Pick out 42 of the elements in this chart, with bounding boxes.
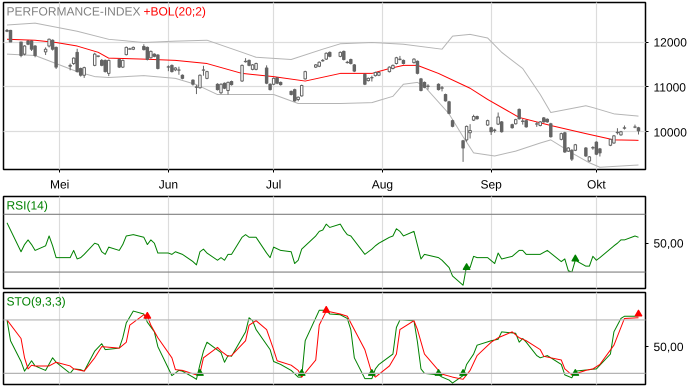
- line-series: [6, 38, 639, 141]
- candlestick: [92, 52, 96, 67]
- candlestick: [594, 140, 598, 156]
- candlestick: [19, 41, 23, 58]
- point: [143, 312, 152, 319]
- candlestick: [240, 64, 244, 82]
- x-tick-label: Mei: [50, 178, 70, 192]
- candlestick: [75, 48, 79, 74]
- candlestick: [419, 77, 423, 92]
- candlestick: [342, 50, 346, 61]
- candlestick: [549, 122, 553, 138]
- candlestick: [118, 58, 121, 69]
- candlestick: [292, 88, 296, 102]
- x-tick-label: Okt: [587, 178, 606, 192]
- candlestick: [22, 44, 26, 56]
- candlestick: [107, 59, 110, 77]
- y-tick-label: 11000: [654, 80, 686, 94]
- chart-title: STO(9,3,3): [6, 294, 66, 308]
- x-tick-label: Aug: [372, 178, 394, 192]
- candlestick: [416, 60, 420, 75]
- candlestick: [363, 72, 367, 86]
- chart-title: RSI(14): [6, 198, 48, 212]
- candlestick: [82, 66, 86, 78]
- candlestick: [146, 46, 150, 61]
- text: 50,00: [654, 340, 684, 354]
- line-series: [6, 22, 639, 117]
- candlestick: [468, 124, 472, 140]
- chart-title: PERFORMANCE-INDEX: [6, 4, 141, 18]
- y-tick-label: 12000: [654, 36, 688, 50]
- chart-subtitle: +BOL(20;2): [144, 4, 206, 18]
- text: 50,00: [654, 236, 684, 251]
- x-tick-label: Jun: [158, 178, 178, 192]
- point: [322, 306, 330, 313]
- candlestick: [104, 59, 107, 74]
- candlestick: [156, 54, 160, 70]
- candlestick: [300, 84, 304, 98]
- point: [634, 309, 642, 317]
- x-tick-label: Sep: [480, 178, 502, 192]
- candlestick: [226, 81, 230, 96]
- y-tick-label: 10000: [654, 125, 688, 140]
- candlestick: [563, 131, 567, 154]
- x-tick-label: Jul: [266, 178, 282, 192]
